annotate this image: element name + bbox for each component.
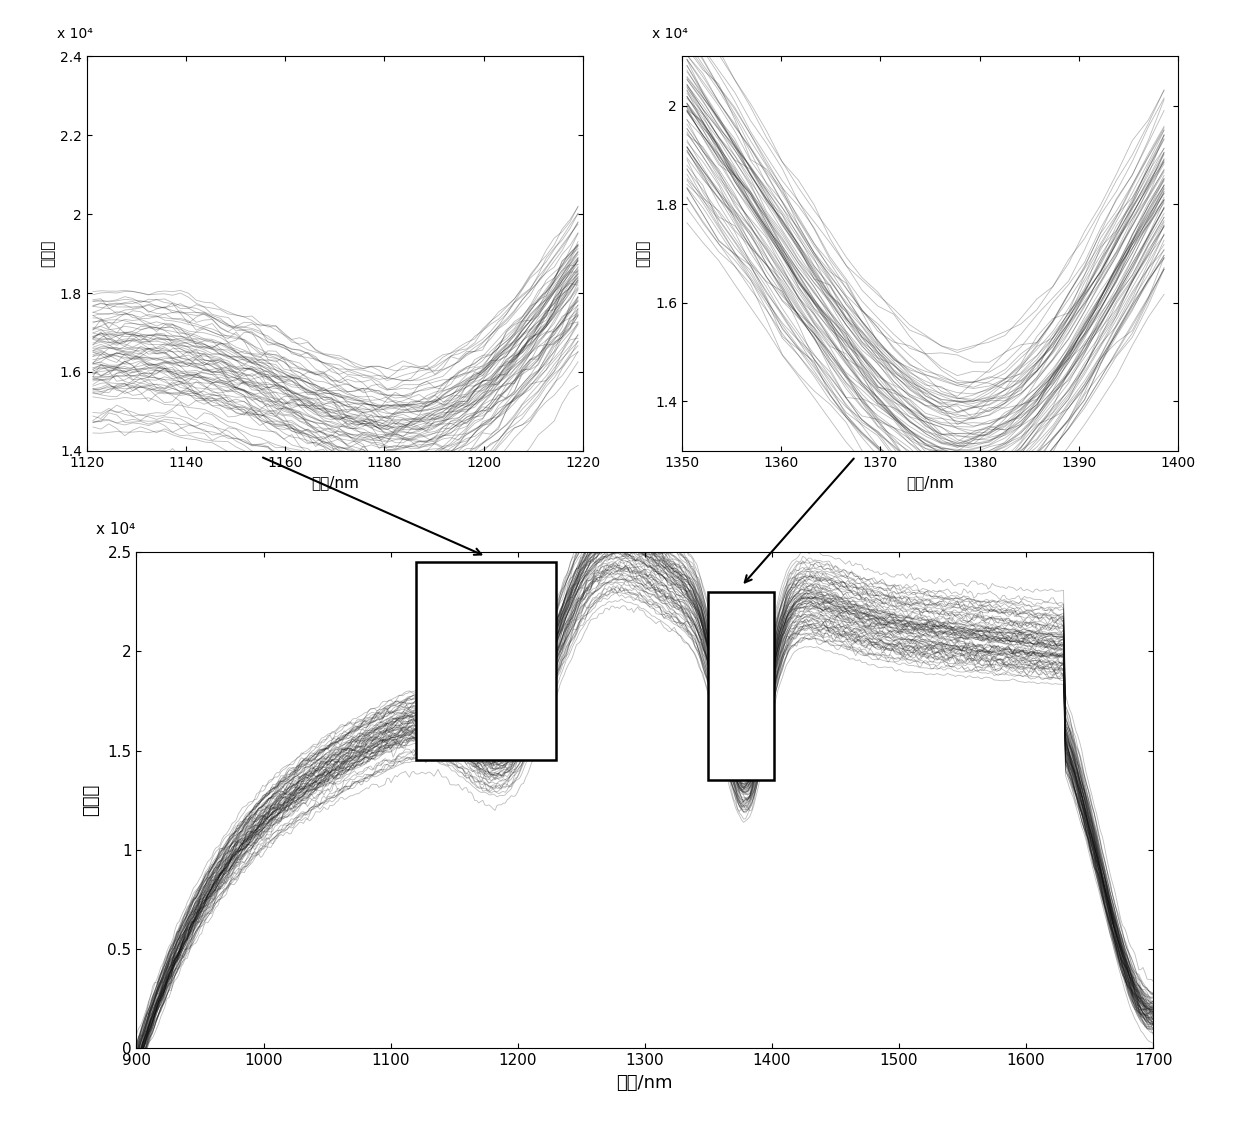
Text: x 10⁴: x 10⁴ [95, 522, 135, 538]
Y-axis label: 反射率: 反射率 [636, 240, 651, 267]
Text: x 10⁴: x 10⁴ [57, 27, 93, 41]
X-axis label: 波长/nm: 波长/nm [311, 476, 358, 490]
Y-axis label: 反射率: 反射率 [41, 240, 56, 267]
Bar [417, 562, 556, 761]
Text: x 10⁴: x 10⁴ [652, 27, 688, 41]
X-axis label: 波长/nm: 波长/nm [616, 1074, 673, 1092]
X-axis label: 波长/nm: 波长/nm [906, 476, 954, 490]
Y-axis label: 反射率: 反射率 [83, 784, 100, 816]
Bar [708, 592, 775, 780]
